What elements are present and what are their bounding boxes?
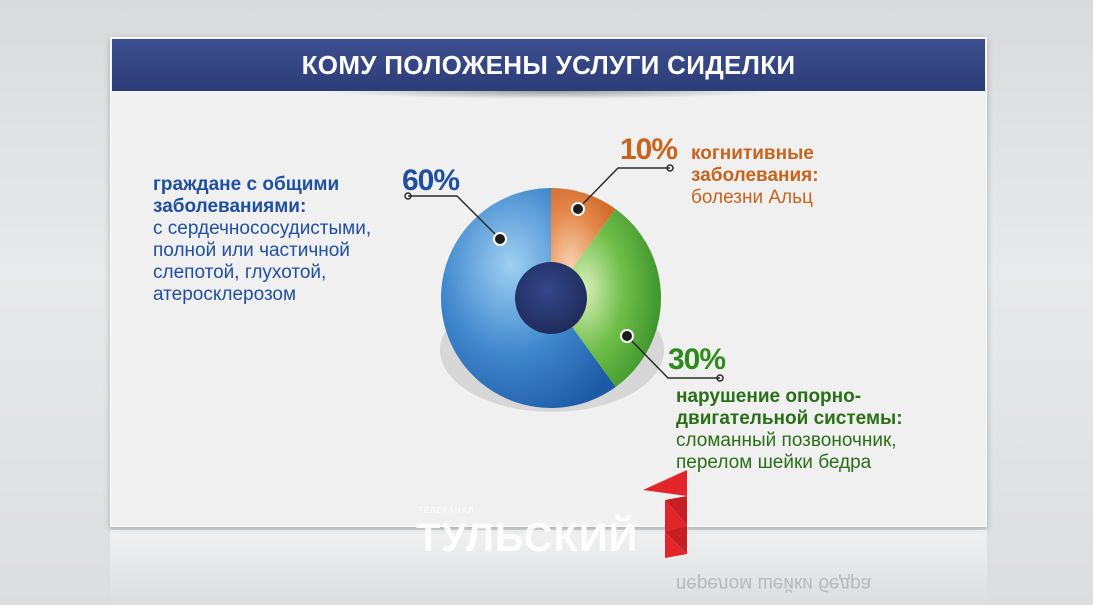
- logo-small-text: ТЕЛЕКАНАЛ: [418, 506, 475, 515]
- leader-end-cognitive: [666, 164, 674, 172]
- reflection-text: перелом шейки бедра: [676, 573, 872, 594]
- logo-name: ТУЛЬСКИЙ: [416, 516, 639, 560]
- legend-description-musculoskeletal: сломанный позвоночник, перелом шейки бед…: [676, 430, 897, 473]
- leader-end-general: [404, 192, 412, 200]
- leader-line-general: [408, 195, 501, 240]
- legend-heading-cognitive: когнитивные заболевания:: [691, 143, 819, 186]
- page-title: КОМУ ПОЛОЖЕНЫ УСЛУГИ СИДЕЛКИ: [301, 49, 796, 80]
- percent-label-general: 60%: [402, 164, 460, 197]
- percent-label-cognitive: 10%: [620, 133, 678, 166]
- pie-center-hole: [515, 262, 587, 334]
- legend-musculoskeletal: нарушение опорно-двигательной системы: с…: [676, 386, 946, 474]
- legend-heading-general: граждане с общими заболеваниями:: [153, 174, 340, 217]
- header-bar: КОМУ ПОЛОЖЕНЫ УСЛУГИ СИДЕЛКИ: [112, 39, 985, 91]
- legend-description-general: с сердечнососудистыми, полной или частич…: [153, 218, 372, 305]
- legend-description-cognitive: болезни Альц: [691, 187, 813, 208]
- logo-mark-icon: [643, 470, 687, 558]
- header-shadow: [330, 91, 770, 99]
- marker-musculoskeletal: [620, 329, 634, 343]
- percent-label-musculoskeletal: 30%: [668, 343, 726, 376]
- panel-reflection: [110, 530, 987, 605]
- legend-general: граждане с общими заболеваниями: с серде…: [153, 174, 413, 306]
- leader-end-musculoskeletal: [716, 374, 724, 382]
- channel-logo: ТЕЛЕКАНАЛ ТУЛЬСКИЙ: [412, 470, 692, 565]
- legend-cognitive: когнитивные заболевания: болезни Альц: [691, 143, 891, 209]
- marker-cognitive: [571, 202, 585, 216]
- marker-general: [493, 232, 507, 246]
- legend-heading-musculoskeletal: нарушение опорно-двигательной системы:: [676, 386, 903, 429]
- leader-line-musculoskeletal: [626, 335, 720, 379]
- leader-line-cognitive: [577, 167, 670, 210]
